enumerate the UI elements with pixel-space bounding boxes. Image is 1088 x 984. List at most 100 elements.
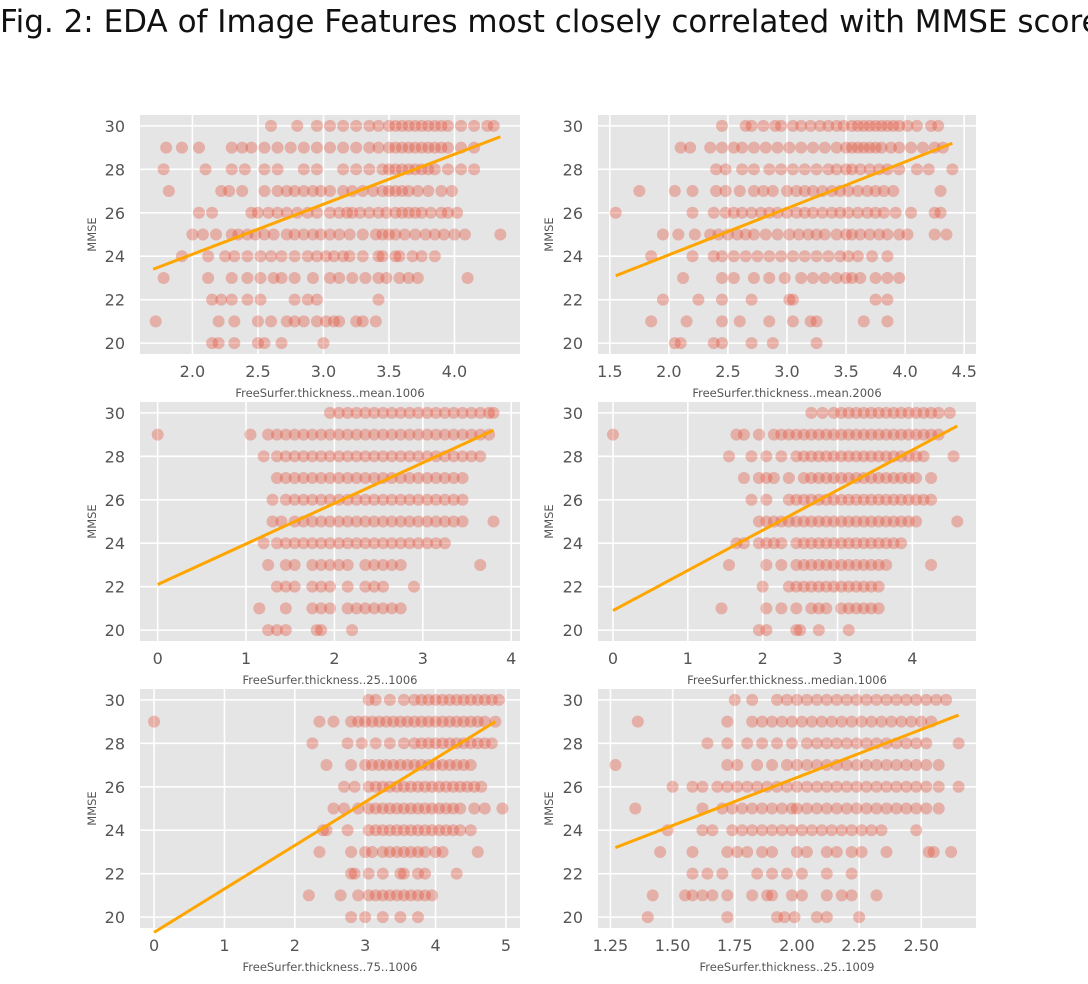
data-point: [900, 780, 913, 793]
data-point: [880, 693, 893, 706]
data-point: [192, 206, 205, 219]
data-point: [737, 472, 750, 485]
data-point: [932, 802, 945, 815]
data-point: [739, 119, 752, 132]
data-point: [646, 889, 659, 902]
data-point: [835, 889, 848, 902]
data-point: [265, 315, 278, 328]
data-point: [350, 472, 363, 485]
data-point: [428, 141, 441, 154]
data-point: [805, 537, 818, 550]
data-point: [327, 250, 340, 263]
data-point: [206, 206, 219, 219]
data-point: [393, 250, 406, 263]
data-point: [262, 206, 275, 219]
data-point: [810, 228, 823, 241]
data-point: [279, 624, 292, 637]
data-point: [728, 693, 741, 706]
data-point: [820, 911, 833, 924]
data-point: [875, 141, 888, 154]
data-point: [865, 602, 878, 615]
data-point: [394, 537, 407, 550]
data-point: [842, 602, 855, 615]
data-point: [940, 228, 953, 241]
data-point: [851, 119, 864, 132]
data-point: [827, 493, 840, 506]
data-point: [345, 845, 358, 858]
data-point: [241, 271, 254, 284]
data-point: [857, 315, 870, 328]
data-point: [893, 141, 906, 154]
data-point: [406, 250, 419, 263]
data-point: [701, 867, 714, 880]
data-point: [474, 406, 487, 419]
data-point: [830, 119, 843, 132]
data-point: [790, 624, 803, 637]
data-point: [890, 759, 903, 772]
data-point: [893, 228, 906, 241]
data-point: [895, 428, 908, 441]
regression-line: [612, 424, 958, 612]
data-point: [855, 845, 868, 858]
data-point: [438, 472, 451, 485]
data-point: [350, 537, 363, 550]
data-point: [376, 163, 389, 176]
data-point: [767, 472, 780, 485]
data-point: [726, 824, 739, 837]
data-point: [850, 580, 863, 593]
data-point: [800, 759, 813, 772]
data-point: [297, 185, 310, 198]
data-point: [869, 185, 882, 198]
data-point: [362, 802, 375, 815]
data-point: [895, 515, 908, 528]
data-point: [297, 163, 310, 176]
data-point: [782, 472, 795, 485]
data-point: [257, 537, 270, 550]
data-point: [288, 450, 301, 463]
data-point: [385, 602, 398, 615]
data-point: [790, 558, 803, 571]
data-point: [228, 315, 241, 328]
data-point: [352, 889, 365, 902]
data-point: [149, 315, 162, 328]
data-point: [812, 558, 825, 571]
x-axis-label: FreeSurfer.thickness..mean.2006: [692, 386, 881, 400]
data-point: [870, 889, 883, 902]
data-point: [857, 493, 870, 506]
data-point: [820, 515, 833, 528]
data-point: [394, 493, 407, 506]
data-point: [760, 450, 773, 463]
data-point: [315, 537, 328, 550]
data-point: [368, 537, 381, 550]
data-point: [245, 141, 258, 154]
data-point: [716, 141, 729, 154]
data-point: [857, 515, 870, 528]
y-tick-label: 26: [563, 204, 583, 223]
data-point: [752, 515, 765, 528]
data-point: [800, 845, 813, 858]
data-point: [945, 845, 958, 858]
data-point: [721, 737, 734, 750]
data-point: [902, 493, 915, 506]
data-point: [814, 119, 827, 132]
data-point: [706, 824, 719, 837]
data-point: [763, 163, 776, 176]
data-point: [654, 845, 667, 858]
data-point: [827, 406, 840, 419]
y-tick-label: 24: [563, 247, 583, 266]
data-point: [496, 802, 509, 815]
x-tick-label: 3: [832, 649, 842, 668]
data-point: [865, 515, 878, 528]
data-point: [893, 119, 906, 132]
data-point: [456, 450, 469, 463]
data-point: [680, 315, 693, 328]
data-point: [341, 558, 354, 571]
data-point: [369, 824, 382, 837]
data-point: [341, 537, 354, 550]
data-point: [471, 693, 484, 706]
data-point: [465, 406, 478, 419]
x-axis-label: FreeSurfer.thickness..75..1006: [242, 960, 417, 974]
data-point: [790, 537, 803, 550]
data-point: [359, 515, 372, 528]
y-tick-label: 30: [105, 117, 125, 136]
